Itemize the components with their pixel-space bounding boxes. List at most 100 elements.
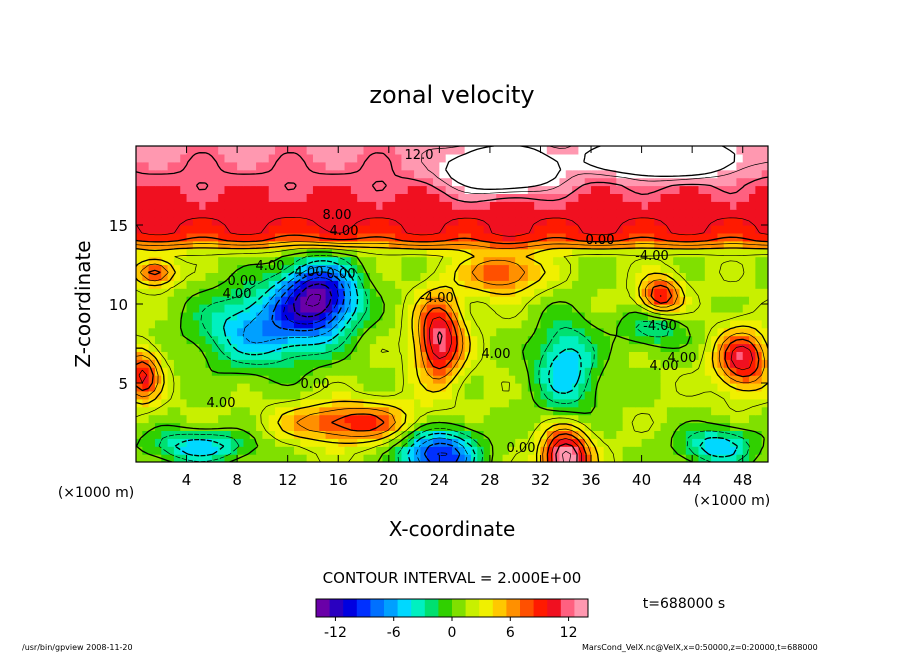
field-cell bbox=[717, 359, 725, 368]
field-cell bbox=[167, 248, 175, 258]
field-cell bbox=[553, 359, 561, 368]
field-cell bbox=[553, 390, 561, 400]
field-cell bbox=[673, 398, 681, 408]
field-cell bbox=[565, 446, 573, 455]
field-cell bbox=[711, 390, 719, 400]
field-cell bbox=[616, 335, 624, 345]
field-cell bbox=[489, 264, 497, 273]
field-cell bbox=[186, 201, 194, 210]
field-cell bbox=[565, 146, 573, 155]
field-cell bbox=[502, 272, 510, 281]
x-tick-label: 44 bbox=[683, 471, 702, 489]
contour-label: 4.00 bbox=[668, 351, 697, 366]
field-cell bbox=[742, 209, 750, 218]
field-cell bbox=[489, 193, 497, 202]
field-cell bbox=[477, 185, 485, 194]
field-cell bbox=[167, 398, 175, 408]
field-cell bbox=[464, 161, 472, 171]
field-cell bbox=[666, 422, 674, 431]
field-cell bbox=[546, 146, 554, 155]
field-cell bbox=[622, 225, 630, 234]
field-cell bbox=[477, 383, 485, 392]
field-cell bbox=[426, 272, 434, 281]
field-cell bbox=[224, 296, 232, 305]
field-cell bbox=[173, 153, 181, 163]
field-cell bbox=[515, 240, 523, 250]
field-cell bbox=[622, 146, 630, 155]
field-cell bbox=[458, 248, 466, 258]
field-cell bbox=[660, 280, 668, 289]
field-cell bbox=[445, 414, 453, 424]
field-cell bbox=[603, 153, 611, 163]
field-cell bbox=[704, 209, 712, 218]
field-cell bbox=[268, 430, 276, 439]
field-cell bbox=[521, 327, 529, 337]
field-cell bbox=[464, 225, 472, 234]
field-cell bbox=[540, 351, 548, 360]
field-cell bbox=[357, 390, 365, 400]
field-cell bbox=[439, 454, 447, 462]
field-cell bbox=[572, 406, 579, 416]
field-cell bbox=[445, 280, 453, 289]
field-cell bbox=[496, 209, 504, 218]
field-cell bbox=[344, 335, 352, 345]
field-cell bbox=[483, 169, 491, 179]
field-cell bbox=[470, 335, 478, 345]
field-cell bbox=[496, 201, 504, 210]
field-cell bbox=[154, 193, 162, 202]
field-cell bbox=[572, 327, 579, 337]
field-cell bbox=[224, 256, 232, 266]
field-cell bbox=[388, 446, 396, 455]
field-cell bbox=[249, 319, 257, 329]
field-cell bbox=[496, 454, 504, 462]
field-cell bbox=[572, 343, 579, 352]
field-cell bbox=[180, 232, 188, 242]
field-cell bbox=[749, 343, 756, 352]
field-cell bbox=[230, 406, 238, 416]
field-cell bbox=[610, 359, 617, 368]
field-cell bbox=[363, 343, 371, 352]
field-cell bbox=[521, 422, 529, 431]
field-cell bbox=[249, 311, 257, 321]
field-cell bbox=[306, 272, 314, 281]
field-cell bbox=[230, 375, 238, 384]
field-cell bbox=[439, 319, 447, 329]
field-cell bbox=[711, 296, 719, 305]
field-cell bbox=[521, 288, 529, 297]
field-cell bbox=[243, 351, 251, 360]
field-cell bbox=[679, 264, 687, 273]
field-cell bbox=[616, 177, 624, 187]
field-cell bbox=[331, 398, 339, 408]
field-cell bbox=[540, 280, 548, 289]
field-cell bbox=[464, 280, 472, 289]
field-cell bbox=[325, 454, 333, 462]
field-cell bbox=[515, 359, 523, 368]
field-cell bbox=[654, 201, 662, 210]
field-cell bbox=[565, 240, 573, 250]
field-cell bbox=[622, 169, 630, 179]
field-cell bbox=[673, 248, 681, 258]
field-cell bbox=[540, 422, 548, 431]
field-cell bbox=[458, 367, 466, 376]
field-cell bbox=[565, 319, 573, 329]
field-cell bbox=[641, 201, 649, 210]
field-cell bbox=[148, 280, 156, 289]
field-cell bbox=[458, 414, 466, 424]
field-cell bbox=[388, 406, 396, 416]
field-cell bbox=[199, 375, 207, 384]
field-cell bbox=[711, 414, 719, 424]
field-cell bbox=[685, 232, 693, 242]
field-cell bbox=[268, 446, 276, 455]
field-cell bbox=[325, 185, 333, 194]
field-cell bbox=[761, 193, 768, 202]
field-cell bbox=[578, 422, 586, 431]
field-cell bbox=[433, 146, 440, 155]
field-cell bbox=[717, 201, 725, 210]
field-cell bbox=[426, 311, 434, 321]
field-cell bbox=[628, 351, 636, 360]
field-cell bbox=[673, 185, 681, 194]
field-cell bbox=[268, 232, 276, 242]
field-cell bbox=[679, 375, 687, 384]
field-cell bbox=[363, 288, 371, 297]
